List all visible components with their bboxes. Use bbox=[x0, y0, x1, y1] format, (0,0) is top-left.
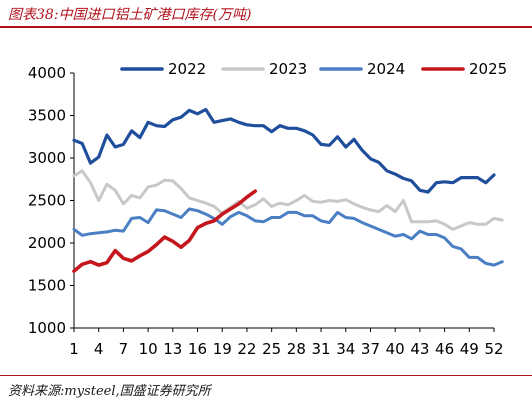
x-tick-label: 28 bbox=[287, 340, 306, 358]
series-line-2022 bbox=[72, 107, 496, 194]
x-tick-label: 40 bbox=[386, 340, 405, 358]
x-tick-label: 37 bbox=[361, 340, 380, 358]
x-tick-label: 4 bbox=[94, 340, 104, 358]
x-tick-label: 1 bbox=[69, 340, 79, 358]
y-tick-label: 1000 bbox=[28, 319, 66, 337]
y-tick-label: 1500 bbox=[28, 277, 66, 295]
series-line-2025 bbox=[72, 189, 257, 273]
y-tick-label: 3000 bbox=[28, 149, 66, 167]
x-tick-label: 22 bbox=[237, 340, 256, 358]
chart-axes: 1000 1500 2000 2500 3000 3500 4000 1 4 7 10 13 16 19 2… bbox=[28, 64, 504, 358]
series-line-2024 bbox=[72, 207, 504, 267]
x-tick-label: 34 bbox=[336, 340, 355, 358]
figure-title: 图表38:中国进口铝土矿港口库存(万吨) bbox=[8, 7, 252, 23]
x-tick-label: 16 bbox=[188, 340, 207, 358]
legend-label-2024: 2024 bbox=[367, 60, 405, 78]
source-note: 资料来源:mysteel,国盛证券研究所 bbox=[8, 384, 211, 399]
x-tick-label: 43 bbox=[410, 340, 429, 358]
chart-series bbox=[72, 107, 504, 273]
footer-rule bbox=[0, 375, 532, 376]
legend-label-2025: 2025 bbox=[469, 60, 507, 78]
y-tick-label: 2500 bbox=[28, 192, 66, 210]
x-tick-label: 52 bbox=[484, 340, 503, 358]
legend-label-2022: 2022 bbox=[168, 60, 206, 78]
x-tick-label: 31 bbox=[312, 340, 331, 358]
chart-legend: 2022 2023 2024 2025 bbox=[120, 60, 507, 78]
x-tick-label: 7 bbox=[119, 340, 129, 358]
y-tick-label: 4000 bbox=[28, 64, 66, 82]
y-tick-label: 2000 bbox=[28, 234, 66, 252]
title-rule bbox=[0, 26, 532, 28]
x-tick-label: 49 bbox=[460, 340, 479, 358]
x-tick-label: 10 bbox=[139, 340, 158, 358]
x-tick-label: 13 bbox=[163, 340, 182, 358]
legend-label-2023: 2023 bbox=[269, 60, 307, 78]
y-tick-label: 3500 bbox=[28, 107, 66, 125]
x-tick-label: 25 bbox=[262, 340, 281, 358]
x-tick-label: 19 bbox=[213, 340, 232, 358]
x-tick-label: 46 bbox=[435, 340, 454, 358]
series-line-2023 bbox=[72, 169, 504, 231]
